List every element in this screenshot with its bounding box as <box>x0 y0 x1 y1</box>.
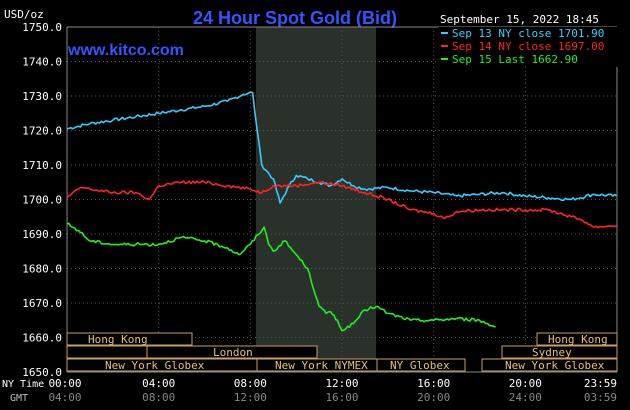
x-tick-label-gmt: 16:00 <box>325 391 358 404</box>
market-label-sydney: Sydney <box>532 346 572 359</box>
ny-time-axis-label: NY Time <box>2 379 44 390</box>
market-label-ny-globex-2: New York Globex <box>505 359 605 372</box>
y-tick-label: 1710.0 <box>22 159 62 172</box>
y-tick-label: 1690.0 <box>22 228 62 241</box>
market-label-ny-globex-1: New York Globex <box>105 359 205 372</box>
x-tick-label-gmt: 03:59 <box>584 391 617 404</box>
x-tick-label-gmt: 12:00 <box>234 391 267 404</box>
y-tick-label: 1680.0 <box>22 263 62 276</box>
market-label-ny-nymex: New York NYMEX <box>275 359 368 372</box>
market-label-london: London <box>213 346 253 359</box>
x-tick-label-ny: 20:00 <box>509 377 542 390</box>
x-tick-label-ny: 12:00 <box>325 377 358 390</box>
market-label-hong-kong-2: Hong Kong <box>548 333 608 346</box>
y-tick-labels: 1750.0 1740.0 1730.0 1720.0 1710.0 1700.0 1690… <box>22 21 62 379</box>
y-tick-label: 1660.0 <box>22 332 62 345</box>
market-label-hong-kong-1: Hong Kong <box>88 333 148 346</box>
series-lines <box>66 91 618 332</box>
y-units-label: USD/oz <box>4 8 44 21</box>
market-bar-gap-1 <box>66 345 148 359</box>
x-tick-label-ny: 16:00 <box>417 377 450 390</box>
legend: Sep 13 NY close 1701.90 Sep 14 NY close … <box>438 27 618 67</box>
x-tick-label-gmt: 08:00 <box>142 391 175 404</box>
y-tick-label: 1670.0 <box>22 297 62 310</box>
series-line-3 <box>66 222 496 332</box>
market-bar-sydney <box>501 345 618 359</box>
market-bar-ny-globex-2 <box>481 358 618 372</box>
x-tick-label-ny: 00:00 <box>48 377 81 390</box>
site-url: www.kitco.com <box>67 42 184 59</box>
market-session-bars <box>66 332 618 372</box>
x-tick-labels: 00:0004:0004:0008:0008:0012:0012:0016:00… <box>48 377 617 404</box>
grid-lines <box>66 26 618 373</box>
series-line-1 <box>66 91 618 204</box>
y-tick-label: 1650.0 <box>22 366 62 379</box>
market-bar-hong-kong-1 <box>66 332 193 346</box>
x-tick-label-gmt: 20:00 <box>417 391 450 404</box>
legend-box <box>438 27 618 67</box>
y-tick-label: 1700.0 <box>22 194 62 207</box>
x-tick-label-gmt: 24:00 <box>509 391 542 404</box>
x-tick-label-ny: 04:00 <box>142 377 175 390</box>
y-tick-label: 1750.0 <box>22 21 62 34</box>
series-line-2 <box>66 180 617 229</box>
chart-title: 24 Hour Spot Gold (Bid) <box>193 8 397 28</box>
market-label-ny-globex: NY Globex <box>390 359 450 372</box>
timestamp: September 15, 2022 18:45 <box>440 13 599 26</box>
y-tick-label: 1730.0 <box>22 90 62 103</box>
market-labels: Hong Kong London New York Globex New Yor… <box>88 333 608 372</box>
x-tick-label-ny: 23:59 <box>584 377 617 390</box>
legend-sep14: Sep 14 NY close 1697.00 <box>452 40 604 53</box>
x-tick-label-gmt: 04:00 <box>48 391 81 404</box>
legend-sep15: Sep 15 Last 1662.90 <box>452 53 578 66</box>
gmt-axis-label: GMT <box>10 393 28 404</box>
market-bar-hong-kong-2 <box>536 332 618 346</box>
legend-sep13: Sep 13 NY close 1701.90 <box>452 27 604 40</box>
y-tick-label: 1720.0 <box>22 125 62 138</box>
market-bar-ny-globex <box>376 358 466 372</box>
y-tick-label: 1740.0 <box>22 56 62 69</box>
x-tick-label-ny: 08:00 <box>234 377 267 390</box>
